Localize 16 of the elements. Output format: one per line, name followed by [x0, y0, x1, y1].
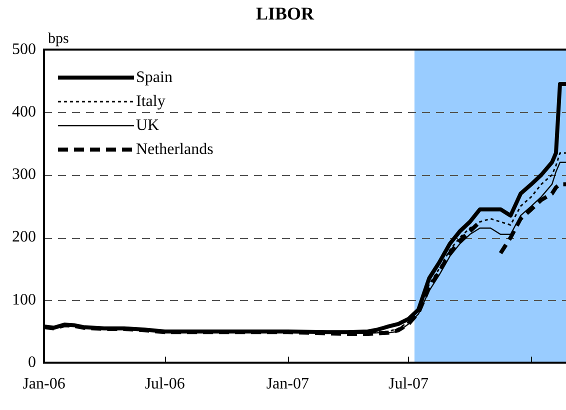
y-tick-label: 200	[12, 228, 36, 246]
legend-label: UK	[136, 116, 160, 134]
x-tick-label: Jan-06	[22, 376, 66, 393]
x-tick-label: Jul-07	[388, 376, 428, 393]
x-tick-label: Jul-06	[144, 376, 185, 393]
chart-title: LIBOR	[256, 3, 315, 24]
y-tick-label: 0	[28, 354, 36, 372]
y-axis-title: bps	[48, 31, 69, 48]
y-tick-label: 300	[12, 166, 36, 184]
legend-label: Spain	[136, 68, 172, 86]
legend-label: Netherlands	[136, 140, 214, 158]
y-tick-label: 400	[12, 103, 36, 120]
x-tick-label: Jan-07	[266, 376, 309, 393]
y-tick-label: 500	[12, 40, 36, 58]
y-tick-label: 100	[12, 291, 36, 308]
legend-label: Italy	[136, 92, 166, 110]
